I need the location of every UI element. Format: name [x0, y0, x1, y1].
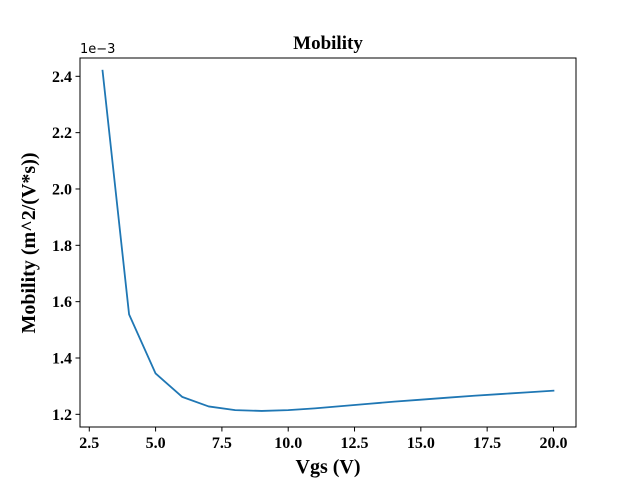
x-tick-label: 10.0	[274, 435, 302, 452]
y-tick-label: 2.0	[52, 181, 72, 198]
y-tick-label: 1.6	[52, 294, 72, 311]
y-tick-label: 2.4	[52, 69, 72, 86]
plot-area: 2.5 5.0 7.5 10.0 12.5 15.0 17.5 20.0 1.2 1.4 1.6 1.…	[52, 57, 577, 452]
x-tick-label: 2.5	[79, 435, 99, 452]
y-tick-label: 1.8	[52, 238, 72, 255]
x-tick-label: 12.5	[341, 435, 369, 452]
x-tick-label: 17.5	[473, 435, 501, 452]
chart-title: Mobility	[293, 33, 363, 54]
x-tick-label: 15.0	[407, 435, 435, 452]
x-tick-label: 20.0	[539, 435, 567, 452]
series-line-1	[101, 69, 555, 412]
x-tick-label: 7.5	[212, 435, 232, 452]
y-axis-label: Mobility (m^2/(V*s))	[18, 152, 40, 333]
x-tick-label: 5.0	[146, 435, 166, 452]
y-tick-label: 2.2	[52, 125, 72, 142]
y-tick-label: 1.4	[52, 350, 72, 367]
y-axis-offset-label: 1e−3	[80, 42, 115, 57]
axes-frame	[79, 57, 577, 428]
x-axis-label: Vgs (V)	[296, 456, 361, 478]
y-tick-label: 1.2	[52, 407, 72, 424]
